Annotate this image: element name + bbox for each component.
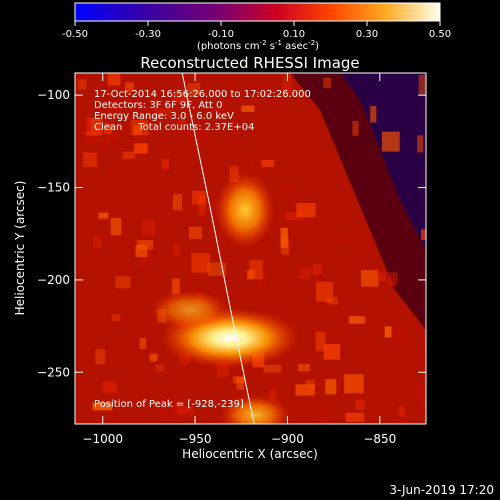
annotation-clean-counts: Clean Total counts: 2.37E+04 [94,122,254,133]
colorbar [74,2,441,22]
colorbar-tick-label: 0.50 [429,29,451,40]
x-axis: −1000 −950 −900 −850 [82,73,396,446]
x-tick-label: −850 [363,432,396,446]
annotation-energy-range: Energy Range: 3.0 - 6.0 keV [94,111,234,122]
y-axis: −100 −150 −200 −250 [37,88,426,379]
colorbar-unit-label: (photons cm-2 s-1 asec-2) [197,39,319,52]
y-tick-label: −100 [37,88,70,102]
annotation-detectors: Detectors: 3F 6F 9F, Att 0 [94,100,222,111]
x-tick-label: −900 [271,432,304,446]
chart-title: Reconstructed RHESSI Image [140,54,359,72]
x-axis-label: Heliocentric X (arcsec) [182,447,318,461]
colorbar-tick-label: 0.30 [356,29,378,40]
plot-frame [74,72,427,425]
footer-date: 3-Jun-2019 17:20 [389,483,494,497]
y-tick-label: −250 [37,365,70,379]
annotation-time-range: 17-Oct-2014 16:56:26.000 to 17:02:26.000 [94,89,311,100]
colorbar-tick-label: 0.10 [283,29,305,40]
y-tick-label: −150 [37,181,70,195]
x-tick-label: −950 [179,432,212,446]
y-tick-label: −200 [37,273,70,287]
solar-limb-line [181,73,255,424]
colorbar-tick-label: -0.10 [208,29,234,40]
colorbar-tick-label: -0.30 [135,29,161,40]
x-tick-label: −1000 [82,432,123,446]
peak-position-label: Position of Peak = [-928,-239] [94,399,244,410]
colorbar-tick-label: -0.50 [62,29,88,40]
colorbar-ticks: -0.50 -0.30 -0.10 0.10 0.30 0.50 [62,21,451,40]
heatmap-image [75,73,426,424]
y-axis-label: Heliocentric Y (arcsec) [13,181,27,316]
